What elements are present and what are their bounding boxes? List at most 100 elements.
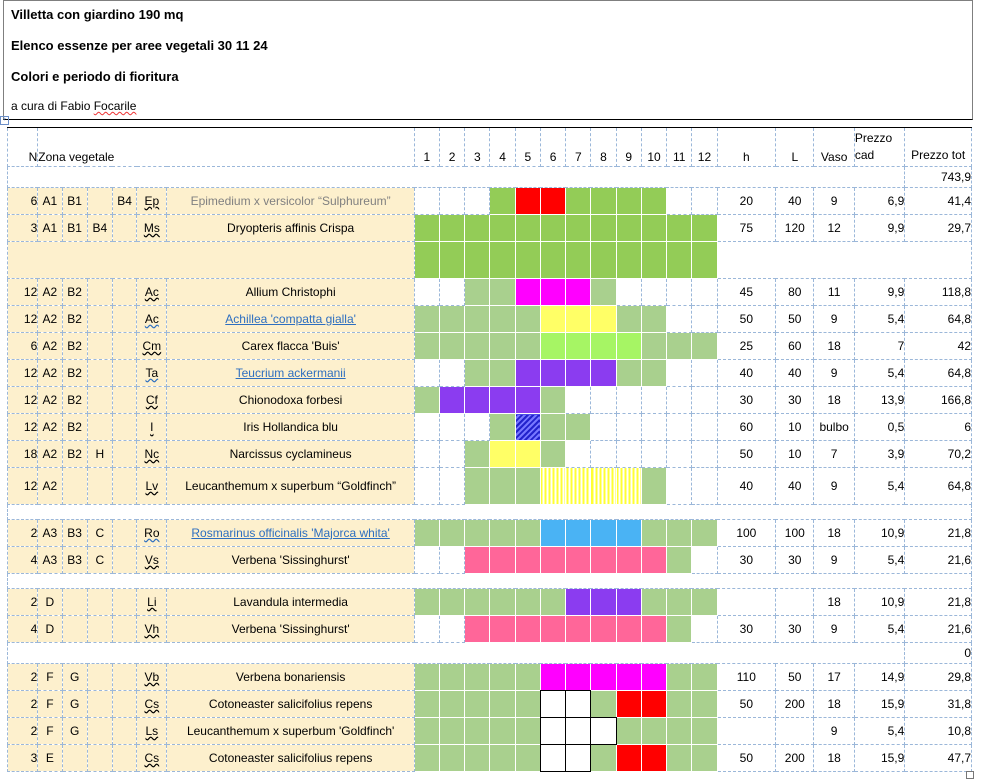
zone-cell [111,467,138,505]
bloom-cell [691,663,718,691]
bloom-cell [413,588,441,616]
bloom-cell [489,717,516,745]
height-cell: 30 [716,386,777,414]
bloom-cell [565,467,592,505]
bloom-cell [438,359,466,387]
col-header-month: 8 [590,127,617,167]
zone-cell [86,332,113,360]
pot-size-cell: 9 [813,615,855,643]
zone-cell: F [37,690,63,718]
bloom-cell [666,413,693,441]
subtotal-row: 0 [6,642,972,664]
zone-cell: E [37,744,63,772]
bloom-cell [464,717,491,745]
bloom-cell [539,744,567,772]
bloom-cell [539,359,567,387]
bloom-cell [489,744,516,772]
zone-cell: A2 [37,386,63,414]
bloom-cell [514,744,541,772]
quantity-cell: 12 [6,386,39,414]
quantity-cell: 4 [6,615,39,643]
bloom-cell [640,467,668,505]
height-cell: 60 [716,413,777,441]
species-name-cell: Teucrium ackermanii [166,359,415,387]
species-name-cell: Rosmarinus officinalis 'Majorca whita' [166,519,415,547]
height-cell: 25 [716,332,777,360]
plant-row: 12 A2 B2 Ac Allium Christophi 45 80 11 9,9 118,8 [6,278,972,306]
bloom-cell [489,467,516,505]
bloom-cell [666,187,693,215]
bloom-cell [514,519,541,547]
plant-row: 4 A3 B3 C Vs Verbena 'Sissinghurst' 30 30 9 5,4 21… [6,546,972,574]
zone-cell [86,278,113,306]
zone-cell [111,744,138,772]
bloom-cell [590,588,617,616]
unit-price-cell: 10,9 [853,588,906,616]
bloom-cell [565,305,592,333]
bloom-cell [489,278,516,306]
bloom-cell [666,241,693,279]
bloom-cell [565,717,592,745]
zone-cell [111,546,138,574]
total-price-cell: 10,8 [904,717,972,745]
total-price-cell: 21,8 [904,519,972,547]
bloom-cell [615,214,642,242]
bloom-cell [666,467,693,505]
plant-row: 3 E Cs Cotoneaster salicifolius repens 50 200… [6,744,972,772]
zone-cell: A3 [37,519,63,547]
bloom-cell [489,519,516,547]
height-cell: 40 [716,467,777,505]
bloom-cell [514,615,541,643]
zone-cell [61,744,88,772]
bloom-cell [590,519,617,547]
species-code-cell: Cs [136,744,168,772]
height-cell: 110 [716,663,777,691]
bloom-cell [691,744,718,772]
height-cell: 100 [716,519,777,547]
height-cell: 50 [716,305,777,333]
bloom-cell [666,386,693,414]
zone-cell: A3 [37,546,63,574]
species-name-cell: Chionodoxa forbesi [166,386,415,414]
bloom-cell [514,214,541,242]
plant-row: 2 D Li Lavandula intermedia 18 10,9 21,8 [6,588,972,616]
blank-cells [6,166,906,188]
zone-cell [86,690,113,718]
pot-size-cell: 17 [813,663,855,691]
blank-cells [7,504,972,520]
unit-price-cell: 15,9 [853,744,906,772]
col-header-vaso: Vaso [813,127,855,167]
plant-row: 2 F G Cs Cotoneaster salicifolius repens 50 20… [6,690,972,718]
unit-price-cell: 7 [853,332,906,360]
quantity-cell: 3 [6,214,39,242]
bloom-cell [413,305,441,333]
height-cell: 30 [716,615,777,643]
zone-cell: A1 [37,214,63,242]
quantity-cell: 4 [6,546,39,574]
bloom-cell [590,214,617,242]
quantity-cell: 2 [6,519,39,547]
bloom-cell [590,467,617,505]
bloom-cell [514,467,541,505]
species-code-cell: I [136,413,168,441]
col-header-l: L [775,127,815,167]
zone-cell [86,413,113,441]
width-cell: 30 [775,615,815,643]
pot-size-cell: 9 [813,187,855,215]
bloom-cell [615,413,642,441]
bloom-cell [413,332,441,360]
quantity-cell: 3 [6,744,39,772]
grand-total-row: 743,9 [6,166,972,188]
table-move-handle-icon[interactable]: + [0,116,9,125]
total-price-cell: 118,8 [904,278,972,306]
zone-cell [111,588,138,616]
author-line: a cura di Fabio Focarile [11,99,136,113]
bloom-cell [464,744,491,772]
bloom-cell [413,359,441,387]
unit-price-cell: 5,4 [853,305,906,333]
bloom-cell [691,588,718,616]
blank-cells [7,573,972,589]
pot-size-cell: bulbo [813,413,855,441]
height-cell: 30 [716,546,777,574]
total-price-cell: 64,8 [904,305,972,333]
